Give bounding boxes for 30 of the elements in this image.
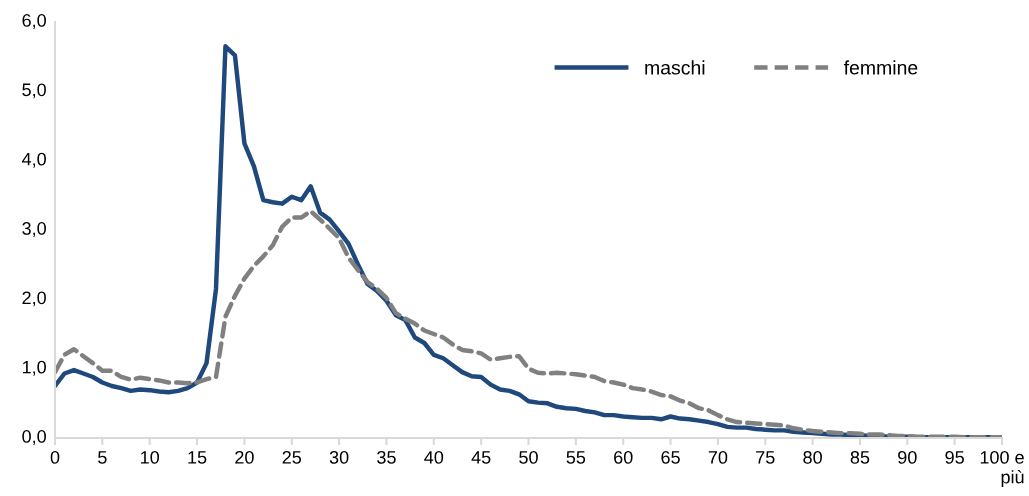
y-tick-label: 4,0 <box>21 152 46 168</box>
legend-label: femmine <box>843 60 918 75</box>
y-tick-label: 1,0 <box>22 360 46 376</box>
x-tick-label: 35 <box>377 450 396 464</box>
x-tick-label: 95 <box>945 450 964 464</box>
x-tick-label: 30 <box>329 450 349 464</box>
x-tick-label: 40 <box>424 450 444 464</box>
x-tick-label: 60 <box>614 450 633 464</box>
x-tick-label: 20 <box>235 450 254 464</box>
x-tick-label: 80 <box>803 450 822 464</box>
x-tick-label: 85 <box>850 450 870 464</box>
y-tick-label: 3,0 <box>22 222 46 237</box>
legend-label: maschi <box>645 60 705 75</box>
y-tick-label: 6,0 <box>22 14 46 29</box>
y-tick-label: 5,0 <box>22 83 46 99</box>
y-tick-label: 2,0 <box>22 291 46 307</box>
x-tick-label: 25 <box>282 450 302 464</box>
x-tick-label: 5 <box>98 451 107 464</box>
x-tick-label: 70 <box>708 450 728 464</box>
x-tick-label: 50 <box>519 450 538 464</box>
x-tick-label: 100 e più <box>980 450 1024 488</box>
y-tick-label: 0,0 <box>22 430 46 445</box>
x-tick-label: 0 <box>50 450 60 464</box>
x-tick-label: 65 <box>661 450 680 464</box>
x-tick-label: 75 <box>756 451 775 464</box>
x-tick-label: 10 <box>141 450 160 464</box>
x-tick-label: 15 <box>188 451 207 464</box>
x-tick-label: 90 <box>898 450 917 464</box>
x-tick-label: 45 <box>471 451 491 464</box>
x-tick-label: 55 <box>566 451 586 464</box>
